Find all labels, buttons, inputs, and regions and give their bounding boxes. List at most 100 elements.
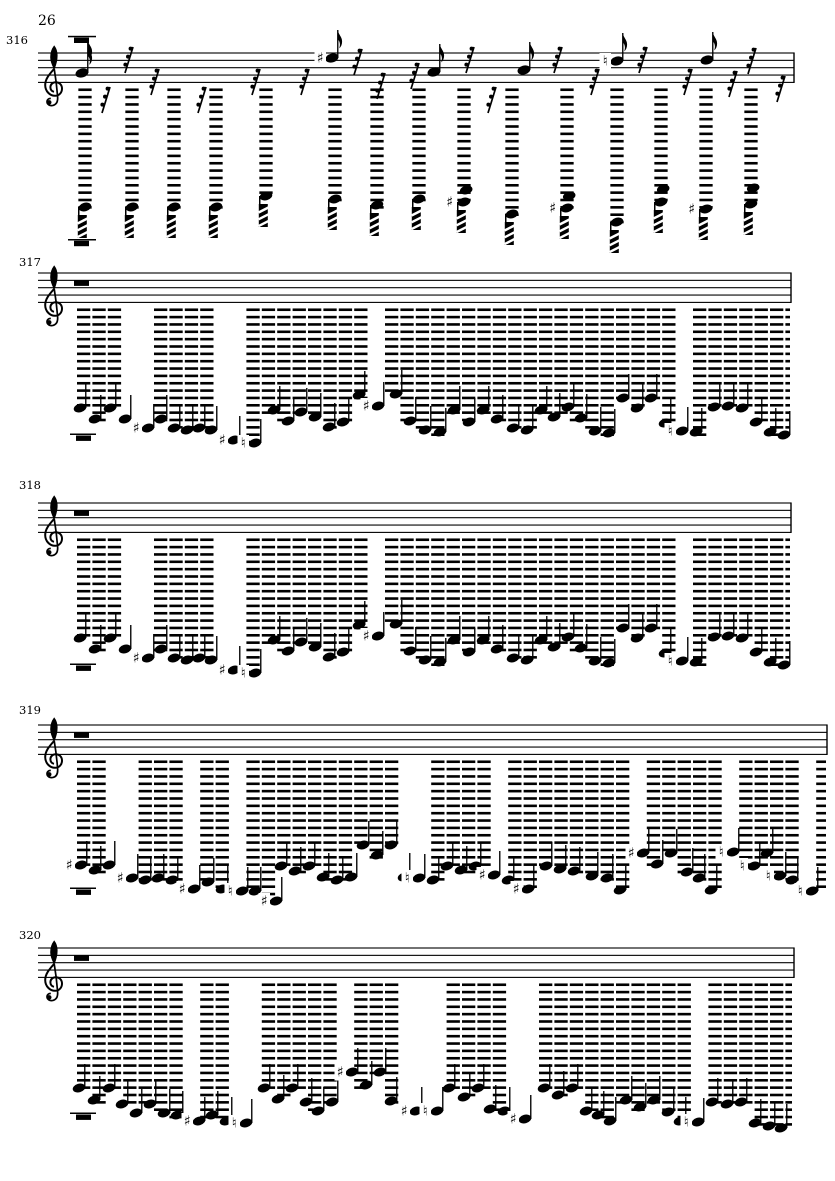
ledger-dash [369,797,383,800]
notehead [322,422,336,432]
ledger-dash [539,983,553,987]
ledger-dash [167,184,181,187]
ledger-dash [200,848,214,852]
ledger-dash [431,553,445,556]
note-stem [328,199,330,209]
ledger-dash [610,198,624,202]
ledger-dash [338,308,353,312]
ledger-dash [431,389,445,392]
ledger-dash [169,998,183,1001]
ledger-dash [723,367,738,370]
ledger-dash [477,389,491,392]
ledger-dash [246,775,260,778]
ledger-dash [323,323,337,326]
ledger-dash [400,634,414,637]
flag-stripe [77,224,88,232]
ledger-dash [308,404,322,407]
ledger-dash [292,611,306,615]
ledger-dash [631,538,645,542]
ledger-dash [328,169,342,172]
note-stem [789,411,791,435]
ledger-dash [723,1042,738,1045]
ledger-dash [554,841,568,844]
ledger-dash [662,404,676,407]
ledger-dash [744,139,758,143]
ledger-dash [354,775,368,778]
ledger-dash [739,308,753,312]
ledger-dash [308,589,322,593]
ledger-dash [708,775,722,778]
ledger-dash [708,870,722,874]
ledger-dash [770,863,784,866]
notehead [192,1116,206,1126]
ledger-dash [785,381,790,385]
ledger-dash [600,863,614,866]
ledger-dash [138,1079,152,1082]
ledger-dash [446,352,460,356]
ledger-dash [600,597,614,600]
notehead [616,393,630,403]
ledger-dash [292,833,306,837]
ledger-dash [723,352,738,356]
ledger-dash [154,767,168,771]
ledger-dash [785,1079,792,1082]
staff-line [38,59,794,61]
ledger-dash [338,856,353,859]
notehead [330,875,344,885]
ledger-dash [816,811,826,815]
ledger-dash [215,1101,229,1104]
ledger-dash [477,848,491,852]
low-note-column [208,88,223,239]
ledger-dash [385,1034,399,1038]
ledger-dash [785,411,790,414]
ledger-dash [585,1079,599,1082]
ledger-dash [554,1064,568,1067]
ledger-dash [215,767,229,771]
ledger-dash [569,983,584,987]
ledger-dash [677,1071,691,1075]
ledger-dash [92,841,106,844]
ledger-dash [446,775,460,778]
ledger-dash [323,1034,337,1038]
ledger-dash [508,560,522,564]
ledger-dash [457,88,471,92]
ledger-dash [523,323,537,326]
note-stem [628,374,630,398]
ledger-dash [723,597,738,600]
note-stem [656,604,658,628]
ledger-dash [323,634,337,637]
note-stem [300,847,302,871]
natural-icon: ♮ [766,869,771,885]
ledger-dash [323,767,337,771]
ledger-dash [677,811,691,815]
ledger-dash [261,367,276,370]
ledger-dash [292,1012,306,1016]
ledger-dash [492,1071,507,1075]
ledger-dash [523,856,537,859]
ledger-dash [739,575,753,578]
ledger-dash [505,176,519,180]
ledger-dash [308,767,322,771]
ledger-dash [125,110,139,114]
ledger-dash [600,553,614,556]
note-stem [712,32,714,60]
ledger-dash [277,1042,291,1045]
ledger-dash [92,990,106,994]
ledger-dash [385,1049,399,1053]
ledger-dash [816,863,826,866]
ledger-dash [677,826,691,830]
ledger-dash [261,1034,276,1038]
ledger-dash [77,345,91,348]
ledger-dash [785,604,790,608]
ledger-dash [125,139,139,143]
ledger-dash [677,1064,691,1067]
ledger-dash [215,1079,229,1082]
ledger-dash [354,374,368,378]
ledger-dash [415,567,430,571]
ledger-dash [693,411,707,414]
ledger-dash [477,1027,491,1031]
ledger-dash [708,345,722,348]
ledger-dash [123,1071,137,1075]
note-stem [364,601,366,625]
note-stem [483,1064,485,1088]
